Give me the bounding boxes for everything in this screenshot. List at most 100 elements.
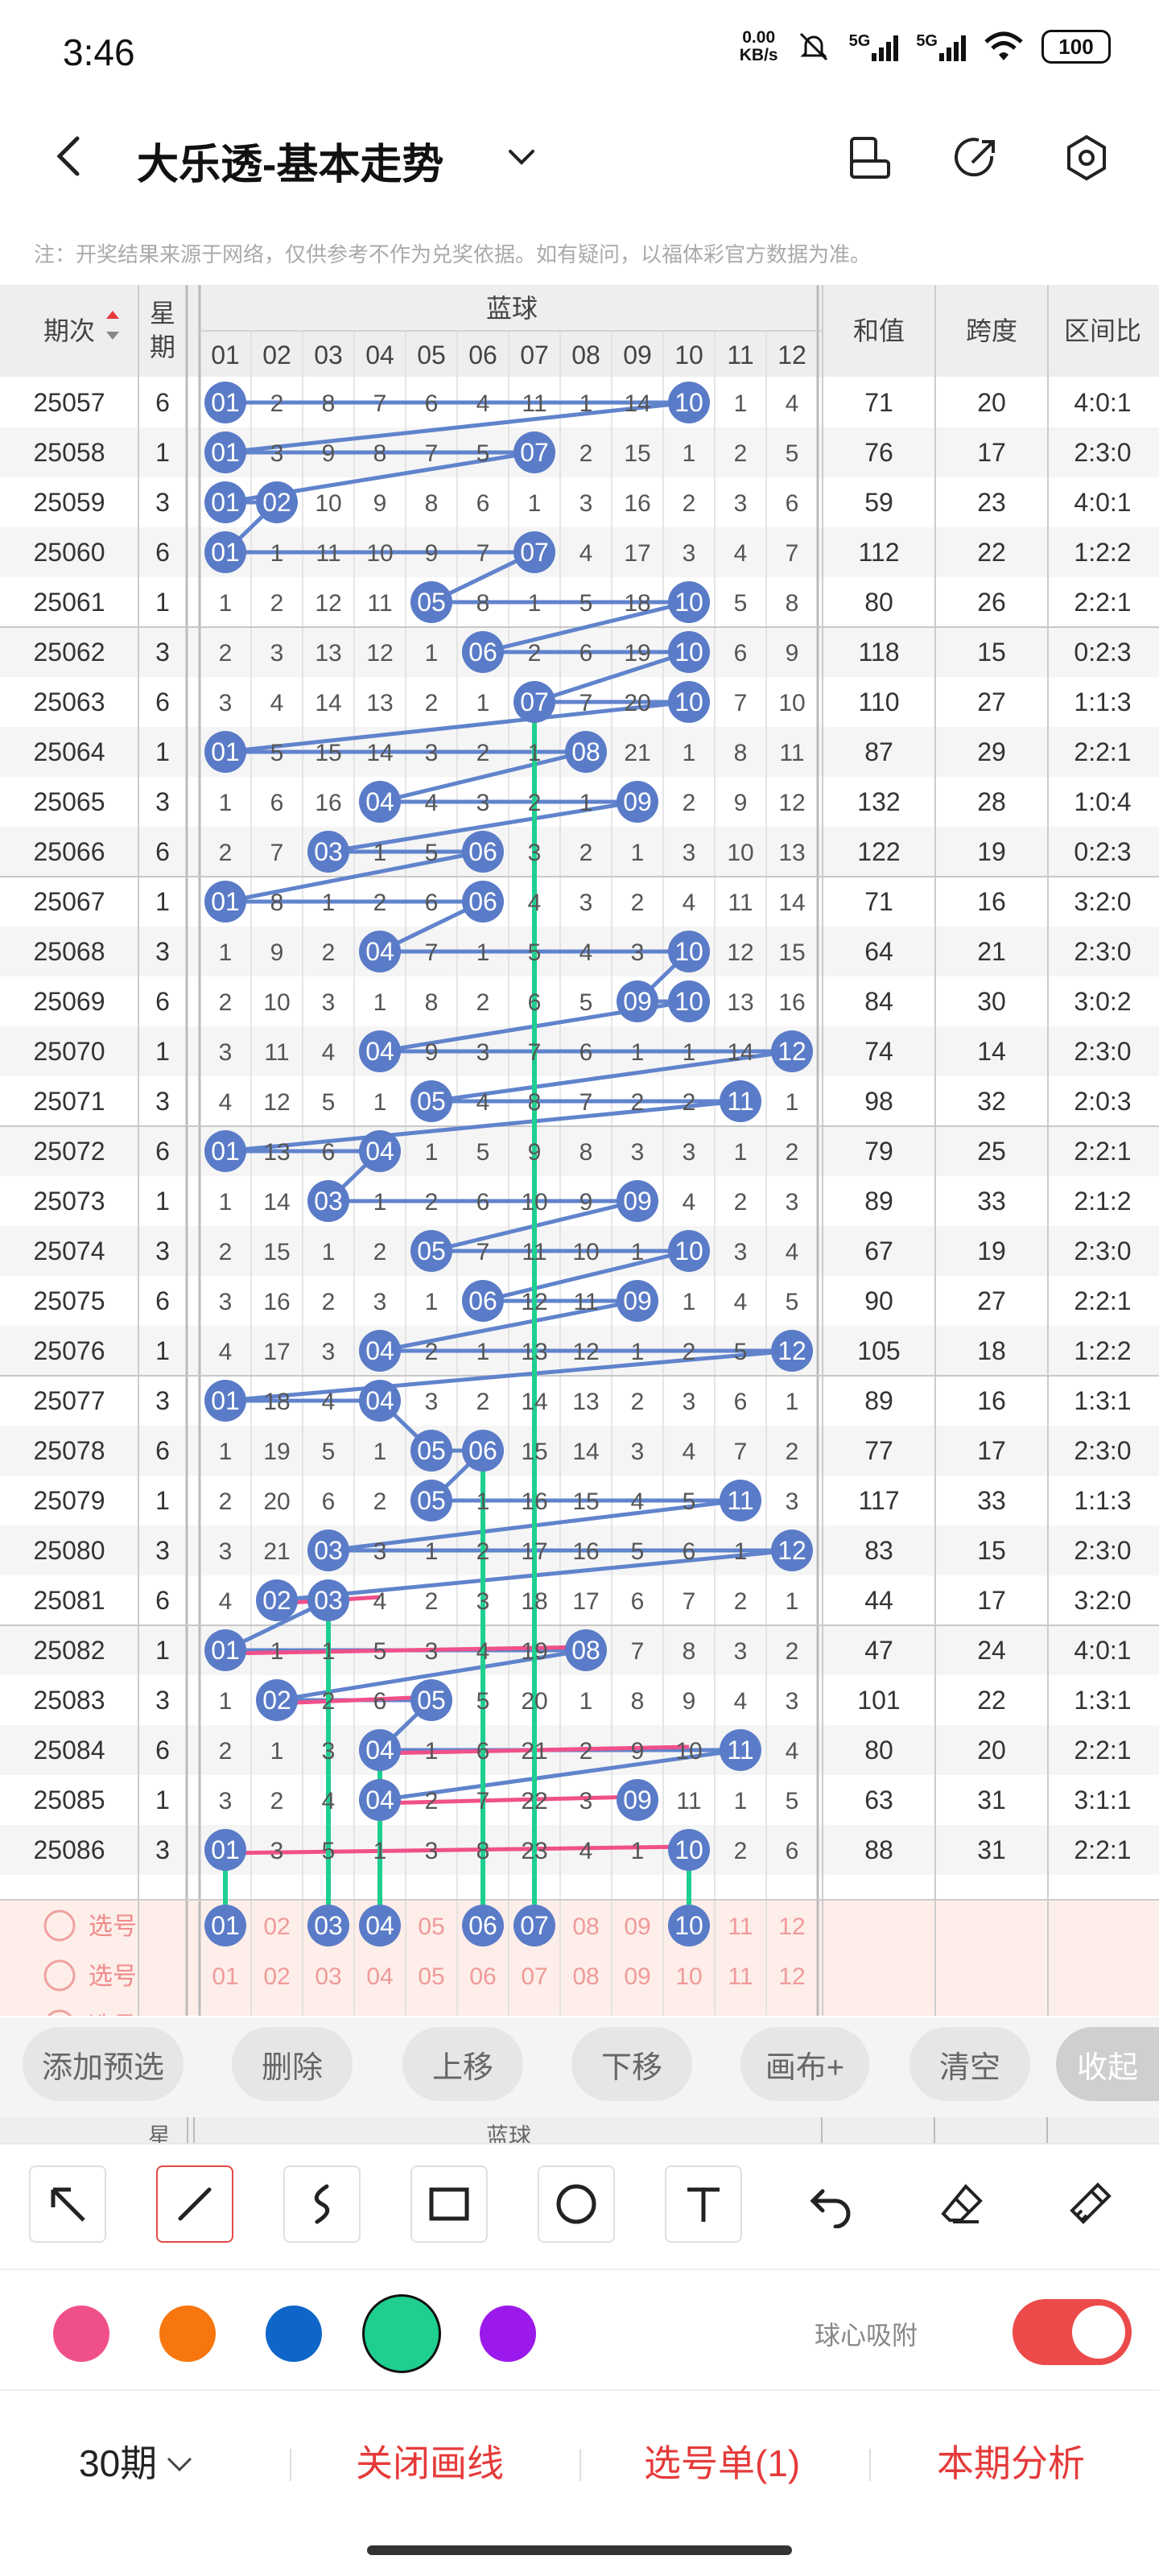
- miss-cell: 5: [631, 1538, 645, 1565]
- week-cell: 3: [155, 1236, 170, 1265]
- miss-cell: 2: [580, 440, 593, 467]
- color-swatch-pink[interactable]: [53, 2306, 109, 2362]
- miss-cell: 10: [366, 540, 393, 567]
- close-drawing-button[interactable]: 关闭画线: [356, 2442, 504, 2484]
- move-down-button[interactable]: 下移: [571, 2027, 692, 2101]
- miss-cell: 5: [528, 939, 542, 966]
- clear-button[interactable]: 清空: [909, 2027, 1030, 2101]
- week-cell: 3: [155, 488, 170, 517]
- miss-cell: 12: [521, 1289, 547, 1315]
- span-cell: 33: [977, 1187, 1006, 1216]
- rect-tool[interactable]: [410, 2165, 488, 2243]
- ball-hit: [204, 531, 246, 573]
- miss-cell: 1: [425, 1738, 439, 1765]
- pink-line: [225, 1844, 690, 1856]
- text-tool[interactable]: [665, 2165, 742, 2243]
- status-bar: 3:46 0.00 KB/s 5G 5G 100: [0, 0, 1159, 105]
- sum-cell: 59: [864, 488, 893, 517]
- miss-cell: 14: [778, 890, 805, 916]
- week-cell: 6: [155, 687, 170, 716]
- miss-cell: 4: [786, 390, 799, 417]
- miss-cell: 16: [624, 490, 650, 517]
- line-tool[interactable]: [156, 2165, 233, 2243]
- header-col: 09: [623, 341, 652, 369]
- eraser-tool[interactable]: [922, 2165, 1000, 2243]
- miss-cell: 2: [373, 1488, 387, 1515]
- period-cell: 25062: [34, 638, 105, 667]
- pick-area-bg: [0, 1900, 1159, 2016]
- collapse-button[interactable]: 收起: [1056, 2027, 1159, 2101]
- week-cell: 3: [155, 1835, 170, 1864]
- miss-cell: 3: [219, 1538, 233, 1565]
- ball-number: 10: [674, 388, 703, 417]
- table-row: 25057 6 01 2 8 7 6 4 11 1 14 10 1 4 71 20 4:0:1: [34, 382, 1132, 423]
- period-cell: 25076: [34, 1336, 105, 1365]
- undo-tool[interactable]: [792, 2165, 869, 2243]
- pick-number: 06: [469, 2013, 496, 2016]
- miss-cell: 9: [580, 1189, 593, 1216]
- landscape-icon[interactable]: [843, 132, 895, 184]
- pick-number: 01: [212, 1963, 238, 1990]
- miss-cell: 1: [580, 1688, 593, 1715]
- period-selector[interactable]: 30期: [79, 2434, 196, 2487]
- miss-cell: 4: [683, 890, 696, 916]
- snap-toggle[interactable]: [1013, 2299, 1132, 2365]
- ball-number: 03: [314, 837, 343, 866]
- ratio-cell: 4:0:1: [1074, 388, 1131, 417]
- share-icon[interactable]: [951, 132, 1003, 184]
- chevron-down-icon[interactable]: [505, 142, 538, 174]
- period-cell: 25074: [34, 1236, 105, 1265]
- period-cell: 25085: [34, 1785, 105, 1814]
- back-icon[interactable]: [47, 132, 95, 180]
- ball-number: 09: [623, 1286, 652, 1315]
- miss-cell: 8: [580, 1139, 593, 1166]
- pick-number: 12: [778, 1913, 805, 1940]
- miss-cell: 3: [580, 490, 593, 517]
- miss-cell: 11: [728, 890, 753, 916]
- miss-cell: 2: [734, 1189, 748, 1216]
- delete-button[interactable]: 删除: [232, 2027, 353, 2101]
- table-row: 25066 6 2 7 03 1 5 06 3 2 1 3 10 13 122 19 0:2:3: [34, 831, 1132, 873]
- week-cell: 6: [155, 1286, 170, 1315]
- sum-cell: 77: [864, 1436, 893, 1465]
- curve-tool[interactable]: [283, 2165, 361, 2243]
- add-preselect-button[interactable]: 添加预选: [23, 2027, 184, 2101]
- miss-cell: 1: [476, 1488, 490, 1515]
- pick-list-button[interactable]: 选号单(1): [644, 2442, 801, 2484]
- move-up-button[interactable]: 上移: [402, 2027, 523, 2101]
- miss-cell: 3: [631, 1139, 645, 1166]
- table-row: 25081 6 4 02 03 4 2 3 18 17 6 7 2 1 44 17 3:2:0: [34, 1579, 1132, 1621]
- table-row: 25080 3 3 21 03 3 1 2 17 16 5 6 1 12 83 15 2:3:0: [34, 1530, 1132, 1571]
- page-title[interactable]: 大乐透-基本走势: [137, 142, 444, 188]
- miss-cell: 11: [573, 1289, 598, 1315]
- sum-cell: 117: [858, 1486, 899, 1515]
- ratio-cell: 1:1:3: [1074, 687, 1131, 716]
- period-cell: 25075: [34, 1286, 105, 1315]
- battery-icon: 100: [1041, 30, 1111, 64]
- miss-cell: 8: [683, 1638, 696, 1665]
- ratio-cell: 1:1:3: [1074, 1486, 1131, 1515]
- canvas-plus-button[interactable]: 画布+: [740, 2027, 869, 2101]
- color-swatch-purple[interactable]: [480, 2306, 536, 2362]
- clear-tool[interactable]: [1051, 2165, 1128, 2243]
- arrow-tool[interactable]: [29, 2165, 106, 2243]
- color-swatch-orange[interactable]: [159, 2306, 216, 2362]
- ball-hit: [359, 781, 401, 823]
- row-stripe: [0, 1126, 1159, 1176]
- row-stripe: [0, 1426, 1159, 1476]
- miss-cell: 10: [521, 1189, 547, 1216]
- color-swatch-blue[interactable]: [266, 2306, 322, 2362]
- span-cell: 31: [977, 1835, 1006, 1864]
- table-row: 25058 1 01 3 9 8 7 5 07 2 15 1 2 5 76 17 2:3:0: [34, 431, 1132, 473]
- circle-tool[interactable]: [538, 2165, 615, 2243]
- pick-number: 04: [366, 2013, 393, 2016]
- ball-hit: [359, 931, 401, 972]
- ball-number: 01: [211, 488, 240, 517]
- settings-hex-icon[interactable]: [1061, 132, 1112, 184]
- miss-cell: 1: [476, 939, 490, 966]
- rectangle-icon: [429, 2187, 469, 2221]
- current-analysis-button[interactable]: 本期分析: [937, 2442, 1085, 2484]
- color-swatch-green[interactable]: [362, 2294, 441, 2373]
- miss-cell: 3: [734, 490, 748, 517]
